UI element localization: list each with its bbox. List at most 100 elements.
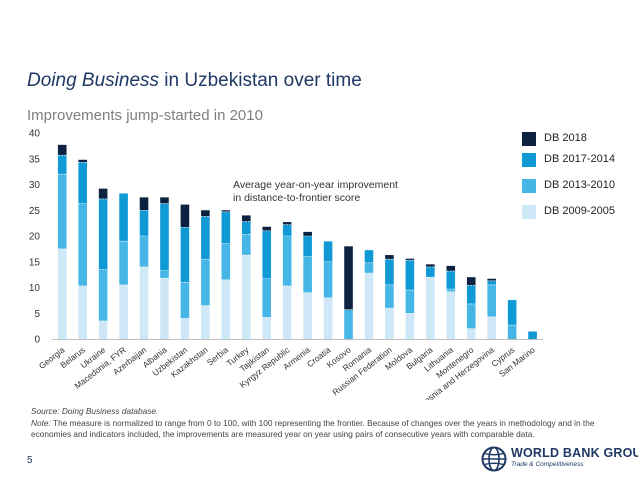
bar-segment-azerbaijan-db-2009-2005 <box>139 266 149 339</box>
bar-segment-romania-db-2009-2005 <box>364 273 374 339</box>
note-text: The measure is normalized to range from … <box>31 417 595 440</box>
logo-name: WORLD BANK GROUP <box>511 446 638 460</box>
y-tick-label: 0 <box>34 335 40 346</box>
bar-segment-uzbekistan-db-2018 <box>180 204 190 228</box>
bar-segment-turkey-db-2009-2005 <box>241 255 251 339</box>
bar-segment-belarus-db-2017-2014 <box>78 162 87 204</box>
y-tick-label: 25 <box>29 206 41 217</box>
bar-segment-tajikistan-db-2017-2014 <box>262 230 272 279</box>
bar-segment-turkey-db-2013-2010 <box>241 234 251 256</box>
title-emphasis: Doing Business <box>27 70 160 91</box>
globe-icon <box>481 446 507 472</box>
annotation-line-1: Average year-on-year improvement <box>233 179 398 191</box>
bar-segment-bulgaria-db-2017-2014 <box>426 266 435 278</box>
legend-swatch-db2018 <box>522 132 536 146</box>
bar-segment-kazakhstan-db-2009-2005 <box>201 305 210 339</box>
bar-segment-albania-db-2009-2005 <box>160 278 169 339</box>
bar-segment-azerbaijan-db-2018 <box>139 197 149 211</box>
chart-title: Doing Business in Uzbekistan over time <box>27 70 362 92</box>
bar-segment-russian-federation-db-2018 <box>385 255 394 260</box>
bar-segment-georgia-db-2013-2010 <box>57 174 67 249</box>
bar-segment-armenia-db-2018 <box>303 231 312 236</box>
bar-segment-ukraine-db-2017-2014 <box>98 198 108 270</box>
bar-segment-kazakhstan-db-2018 <box>201 210 210 217</box>
bar-segment-azerbaijan-db-2013-2010 <box>139 236 149 267</box>
bar-segment-kosovo-db-2018 <box>344 246 353 310</box>
bar-segment-russian-federation-db-2013-2010 <box>385 284 394 309</box>
bar-segment-belarus-db-2013-2010 <box>78 203 87 286</box>
legend-swatch-db2013-2010 <box>522 179 536 193</box>
bar-segment-russian-federation-db-2009-2005 <box>385 308 394 339</box>
legend-swatch-db2009-2005 <box>522 205 536 219</box>
bar-segment-kosovo-db-2013-2010 <box>344 309 353 339</box>
bar-segment-albania-db-2018 <box>160 197 169 204</box>
y-axis: 0 5 10 15 20 25 30 35 40 <box>29 129 41 346</box>
bar-segment-croatia-db-2017-2014 <box>323 241 333 262</box>
bar-segment-tajikistan-db-2018 <box>262 226 272 231</box>
world-bank-logo: WORLD BANK GROUP Trade & Competitiveness <box>481 446 638 472</box>
bar-segment-lithuania-db-2018 <box>446 265 456 272</box>
bar-segment-uzbekistan-db-2009-2005 <box>180 318 190 339</box>
bar-segment-kyrgyz-republic-db-2017-2014 <box>282 224 292 236</box>
y-tick-label: 30 <box>29 180 41 191</box>
bar-segment-ukraine-db-2018 <box>98 188 108 199</box>
footnote-note: Note: The measure is normalized to range… <box>31 418 616 441</box>
annotation-line-2: in distance-to-frontier score <box>233 192 361 204</box>
legend-label-db2018: DB 2018 <box>544 132 587 144</box>
bar-segment-kyrgyz-republic-db-2009-2005 <box>282 285 292 339</box>
bar-segment-uzbekistan-db-2013-2010 <box>180 282 190 319</box>
bar-segment-russian-federation-db-2017-2014 <box>385 259 394 285</box>
bar-segment-bosnia-and-herzegovina-db-2017-2014 <box>487 280 496 285</box>
bar-segment-ukraine-db-2009-2005 <box>98 320 108 339</box>
legend-swatch-db2017-2014 <box>522 153 536 167</box>
footnote-source: Source: Doing Business database. <box>31 406 616 418</box>
bar-segment-lithuania-db-2013-2010 <box>446 289 456 292</box>
bar-segment-macedonia-fyr-db-2009-2005 <box>119 284 128 339</box>
y-tick-label: 5 <box>34 309 40 320</box>
y-tick-label: 40 <box>29 129 41 140</box>
bar-segment-belarus-db-2009-2005 <box>78 285 87 339</box>
legend-label-db2009-2005: DB 2009-2005 <box>544 205 615 217</box>
bar-segment-albania-db-2013-2010 <box>160 270 169 279</box>
bar-segment-lithuania-db-2009-2005 <box>446 291 456 339</box>
chart-annotation: Average year-on-year improvement in dist… <box>233 179 398 205</box>
bar-segment-romania-db-2017-2014 <box>364 249 374 263</box>
bar-segment-montenegro-db-2013-2010 <box>466 303 476 329</box>
bar-segment-tajikistan-db-2009-2005 <box>262 317 272 339</box>
bar-segment-croatia-db-2013-2010 <box>323 261 333 298</box>
bar-segment-kazakhstan-db-2013-2010 <box>201 259 210 306</box>
bar-segment-montenegro-db-2017-2014 <box>466 285 476 304</box>
y-tick-label: 20 <box>29 232 41 243</box>
bar-segment-romania-db-2013-2010 <box>364 262 374 274</box>
bar-segment-bosnia-and-herzegovina-db-2018 <box>487 278 496 281</box>
bar-segment-serbia-db-2009-2005 <box>221 279 231 339</box>
bar-segment-montenegro-db-2018 <box>466 277 476 286</box>
chart-subtitle: Improvements jump-started in 2010 <box>27 107 263 124</box>
bar-segment-serbia-db-2013-2010 <box>221 243 231 280</box>
bar-segment-san-marino-db-2017-2014 <box>528 331 537 339</box>
title-rest: in Uzbekistan over time <box>159 70 362 91</box>
legend-label-db2017-2014: DB 2017-2014 <box>544 153 615 165</box>
bar-segment-bulgaria-db-2018 <box>426 264 435 267</box>
bar-segment-cyprus-db-2017-2014 <box>507 299 517 326</box>
bar-segment-azerbaijan-db-2017-2014 <box>139 210 149 236</box>
bar-segment-macedonia-fyr-db-2013-2010 <box>119 241 128 285</box>
bar-segment-georgia-db-2017-2014 <box>57 155 67 175</box>
bar-segment-serbia-db-2018 <box>221 210 231 212</box>
bar-segment-bulgaria-db-2009-2005 <box>426 277 435 339</box>
bar-segment-armenia-db-2017-2014 <box>303 236 312 257</box>
bar-segment-montenegro-db-2009-2005 <box>466 328 476 339</box>
bar-segment-moldova-db-2009-2005 <box>405 313 415 339</box>
bar-segment-bosnia-and-herzegovina-db-2009-2005 <box>487 316 496 339</box>
y-tick-label: 15 <box>29 257 41 268</box>
source-text: Doing Business database. <box>59 406 159 416</box>
footnote: Source: Doing Business database. Note: T… <box>31 406 616 441</box>
bar-segment-armenia-db-2013-2010 <box>303 256 312 293</box>
bar-segment-moldova-db-2018 <box>405 258 415 261</box>
y-tick-label: 35 <box>29 154 41 165</box>
bar-segment-georgia-db-2009-2005 <box>57 248 67 339</box>
bar-segment-ukraine-db-2013-2010 <box>98 269 108 321</box>
stacked-bar-chart: 0 5 10 15 20 25 30 35 40 GeorgiaBelarusUkraineMa… <box>29 129 543 400</box>
bar-segment-lithuania-db-2017-2014 <box>446 271 456 290</box>
